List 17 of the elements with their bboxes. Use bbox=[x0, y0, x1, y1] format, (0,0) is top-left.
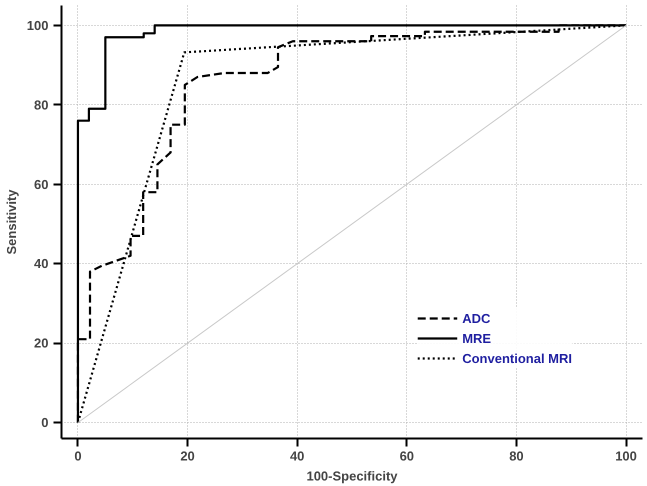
legend-label: ADC bbox=[462, 310, 490, 326]
y-tick-label: 100 bbox=[26, 18, 49, 33]
x-tick-label: 80 bbox=[509, 448, 524, 464]
x-tick-label: 20 bbox=[180, 448, 195, 464]
legend-label: Conventional MRI bbox=[462, 350, 572, 366]
x-tick-label: 60 bbox=[400, 448, 414, 464]
y-tick-label: 60 bbox=[34, 176, 49, 192]
y-tick-label: 80 bbox=[34, 97, 49, 112]
y-axis-title: Sensitivity bbox=[4, 188, 19, 255]
y-tick-label: 0 bbox=[41, 415, 49, 430]
x-tick-label: 0 bbox=[74, 448, 82, 464]
legend-label: MRE bbox=[462, 330, 492, 346]
y-tick-label: 20 bbox=[34, 336, 49, 351]
x-tick-label: 100 bbox=[615, 448, 637, 464]
x-tick-label: 40 bbox=[290, 448, 304, 464]
x-axis-title: 100-Specificity bbox=[306, 468, 398, 484]
y-tick-label: 40 bbox=[34, 256, 49, 272]
